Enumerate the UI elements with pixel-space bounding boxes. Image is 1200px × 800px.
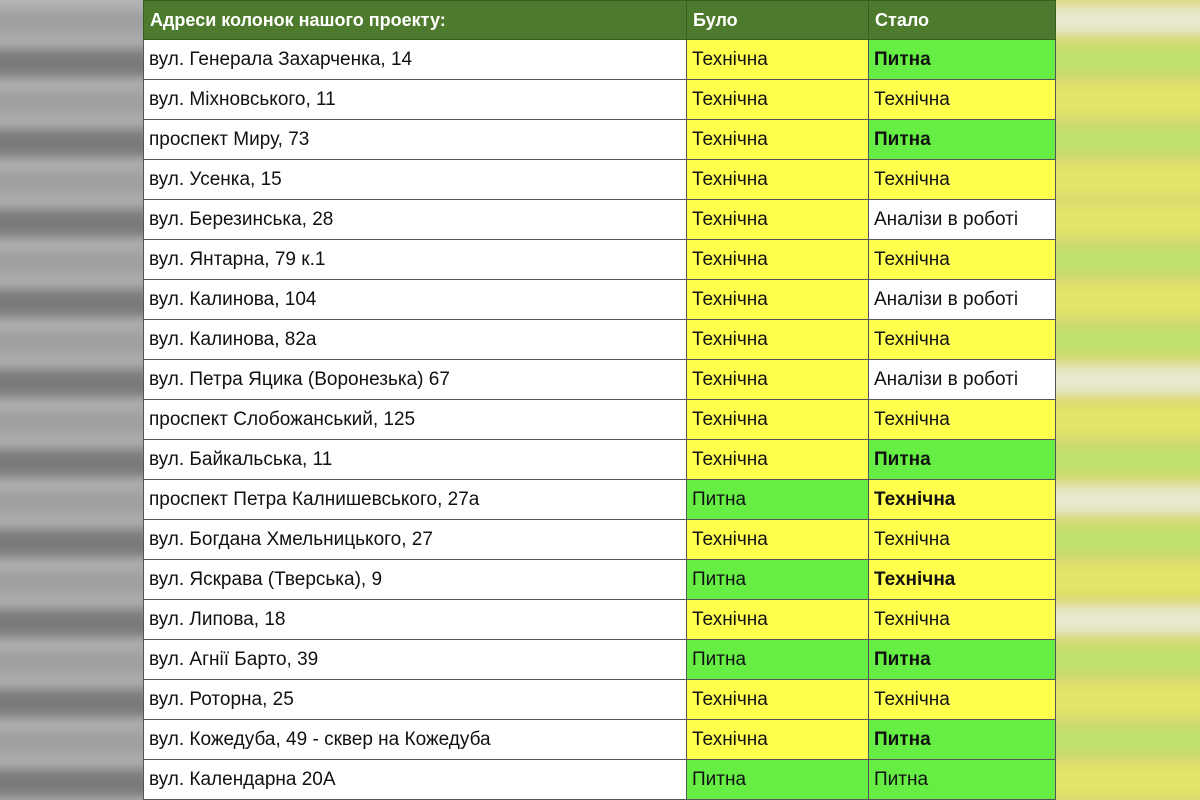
blurred-background bbox=[1055, 0, 1200, 800]
status-cell: Технічна bbox=[868, 479, 1056, 520]
table-row: вул. Календарна 20А Питна Питна bbox=[143, 759, 1056, 800]
status-cell: Аналізи в роботі bbox=[868, 359, 1056, 400]
status-cell: Технічна bbox=[686, 599, 869, 640]
table-row: вул. Роторна, 25 Технічна Технічна bbox=[143, 679, 1056, 720]
column-header: Було bbox=[686, 0, 869, 40]
status-cell: Питна bbox=[868, 639, 1056, 680]
table-row: вул. Байкальська, 11 Технічна Питна bbox=[143, 439, 1056, 480]
table-row: вул. Усенка, 15 Технічна Технічна bbox=[143, 159, 1056, 200]
status-cell: Технічна bbox=[686, 519, 869, 560]
address-cell: вул. Яскрава (Тверська), 9 bbox=[143, 559, 687, 600]
status-cell: Аналізи в роботі bbox=[868, 199, 1056, 240]
status-cell: Технічна bbox=[686, 119, 869, 160]
address-cell: вул. Календарна 20А bbox=[143, 759, 687, 800]
status-cell: Питна bbox=[868, 39, 1056, 80]
address-cell: вул. Петра Яцика (Воронезька) 67 bbox=[143, 359, 687, 400]
address-cell: проспект Слобожанський, 125 bbox=[143, 399, 687, 440]
table-row: вул. Липова, 18 Технічна Технічна bbox=[143, 599, 1056, 640]
table-row: вул. Петра Яцика (Воронезька) 67 Технічна… bbox=[143, 359, 1056, 400]
status-cell: Технічна bbox=[686, 439, 869, 480]
table-row: вул. Міхновського, 11 Технічна Технічна bbox=[143, 79, 1056, 120]
address-cell: вул. Усенка, 15 bbox=[143, 159, 687, 200]
status-cell: Технічна bbox=[686, 239, 869, 280]
blurred-background bbox=[0, 0, 143, 800]
table-row: вул. Генерала Захарченка, 14 Технічна Питн… bbox=[143, 39, 1056, 80]
table-row: вул. Кожедуба, 49 - сквер на Кожедуба Тех… bbox=[143, 719, 1056, 760]
address-cell: проспект Петра Калнишевського, 27а bbox=[143, 479, 687, 520]
status-cell: Технічна bbox=[686, 359, 869, 400]
table-row: проспект Миру, 73 Технічна Питна bbox=[143, 119, 1056, 160]
table: Адреси колонок нашого проекту: Було Стало … bbox=[143, 0, 1056, 800]
address-cell: проспект Миру, 73 bbox=[143, 119, 687, 160]
column-header: Адреси колонок нашого проекту: bbox=[143, 0, 687, 40]
address-cell: вул. Агнії Барто, 39 bbox=[143, 639, 687, 680]
address-cell: вул. Березинська, 28 bbox=[143, 199, 687, 240]
address-cell: вул. Міхновського, 11 bbox=[143, 79, 687, 120]
status-cell: Технічна bbox=[686, 399, 869, 440]
status-cell: Технічна bbox=[868, 599, 1056, 640]
status-cell: Аналізи в роботі bbox=[868, 279, 1056, 320]
status-cell: Технічна bbox=[868, 239, 1056, 280]
address-cell: вул. Богдана Хмельницького, 27 bbox=[143, 519, 687, 560]
table-row: вул. Калинова, 82а Технічна Технічна bbox=[143, 319, 1056, 360]
table-row: вул. Калинова, 104 Технічна Аналізи в робо… bbox=[143, 279, 1056, 320]
table-row: проспект Слобожанський, 125 Технічна Техні… bbox=[143, 399, 1056, 440]
table-row: проспект Петра Калнишевського, 27а Питна Т… bbox=[143, 479, 1056, 520]
status-cell: Питна bbox=[686, 759, 869, 800]
table-row: вул. Янтарна, 79 к.1 Технічна Технічна bbox=[143, 239, 1056, 280]
header-row: Адреси колонок нашого проекту: Було Стало bbox=[143, 0, 1056, 40]
table-row: вул. Березинська, 28 Технічна Аналізи в ро… bbox=[143, 199, 1056, 240]
status-cell: Технічна bbox=[868, 559, 1056, 600]
status-cell: Технічна bbox=[686, 79, 869, 120]
status-cell: Технічна bbox=[686, 719, 869, 760]
address-cell: вул. Кожедуба, 49 - сквер на Кожедуба bbox=[143, 719, 687, 760]
table-row: вул. Яскрава (Тверська), 9 Питна Технічна bbox=[143, 559, 1056, 600]
status-cell: Питна bbox=[868, 719, 1056, 760]
status-cell: Технічна bbox=[868, 159, 1056, 200]
status-cell: Питна bbox=[868, 439, 1056, 480]
status-cell: Технічна bbox=[868, 679, 1056, 720]
address-cell: вул. Липова, 18 bbox=[143, 599, 687, 640]
status-cell: Технічна bbox=[868, 319, 1056, 360]
address-cell: вул. Байкальська, 11 bbox=[143, 439, 687, 480]
status-cell: Технічна bbox=[686, 39, 869, 80]
status-cell: Питна bbox=[686, 559, 869, 600]
status-cell: Питна bbox=[686, 479, 869, 520]
address-cell: вул. Калинова, 104 bbox=[143, 279, 687, 320]
status-cell: Питна bbox=[868, 119, 1056, 160]
status-cell: Технічна bbox=[868, 399, 1056, 440]
status-cell: Технічна bbox=[686, 199, 869, 240]
status-cell: Питна bbox=[868, 759, 1056, 800]
address-cell: вул. Калинова, 82а bbox=[143, 319, 687, 360]
status-cell: Технічна bbox=[686, 319, 869, 360]
status-cell: Технічна bbox=[868, 519, 1056, 560]
status-cell: Технічна bbox=[686, 279, 869, 320]
address-cell: вул. Роторна, 25 bbox=[143, 679, 687, 720]
address-cell: вул. Генерала Захарченка, 14 bbox=[143, 39, 687, 80]
table-row: вул. Богдана Хмельницького, 27 Технічна Те… bbox=[143, 519, 1056, 560]
status-cell: Технічна bbox=[686, 159, 869, 200]
status-cell: Технічна bbox=[686, 679, 869, 720]
column-header: Стало bbox=[868, 0, 1056, 40]
address-cell: вул. Янтарна, 79 к.1 bbox=[143, 239, 687, 280]
status-cell: Питна bbox=[686, 639, 869, 680]
table-row: вул. Агнії Барто, 39 Питна Питна bbox=[143, 639, 1056, 680]
status-cell: Технічна bbox=[868, 79, 1056, 120]
